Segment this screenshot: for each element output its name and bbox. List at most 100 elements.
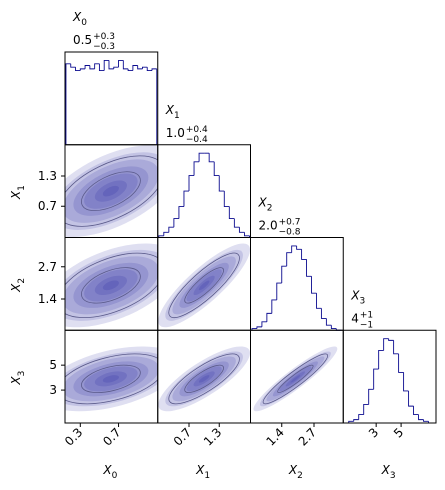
hist-step: [413, 406, 419, 416]
density-level: [279, 366, 312, 392]
hist-step: [373, 368, 379, 390]
contour-line: [184, 267, 224, 304]
hist-step: [325, 318, 332, 326]
hist-step: [311, 276, 317, 294]
hist-step: [223, 191, 230, 207]
hist-step: [244, 232, 250, 237]
panel-title-err-plus: +0.4: [186, 125, 208, 135]
axis-subscript: 0: [81, 18, 87, 28]
hist-step: [122, 60, 129, 70]
density-level: [165, 351, 243, 407]
panel-title-median: 2.0: [259, 219, 278, 233]
density-level: [84, 366, 138, 392]
axis-symbol: X: [165, 103, 175, 117]
hist-step: [146, 67, 153, 71]
panel-title-err-minus: −1: [360, 320, 373, 330]
hist-step: [423, 419, 429, 422]
axis-symbol: X: [258, 196, 268, 210]
hist-step: [98, 63, 105, 71]
hist-step: [228, 206, 235, 220]
hist-step: [94, 63, 100, 69]
density-level: [73, 166, 149, 216]
x-axis-label: X3: [381, 463, 396, 481]
density-level: [65, 351, 158, 407]
hist-step: [198, 152, 205, 162]
density-level: [102, 185, 119, 197]
axis-symbol: X: [9, 376, 23, 386]
density-level: [186, 269, 222, 302]
x-axis-label: X2: [288, 463, 303, 481]
density-panel: [253, 346, 338, 412]
x-tick-label: 1.4: [263, 425, 286, 448]
panel-title-symbol: X0: [72, 10, 87, 28]
axis-symbol: X: [9, 283, 23, 293]
x-tick-label: 0.7: [171, 425, 194, 448]
y-axis-label: X1: [9, 185, 27, 200]
axis-subscript: 3: [17, 371, 27, 377]
y-tick-label: 5: [49, 358, 57, 372]
y-tick-label: 3: [49, 383, 57, 397]
hist-step: [316, 293, 322, 309]
panel-title-err-plus: +1: [360, 310, 373, 320]
hist-step: [353, 419, 359, 422]
hist-step: [368, 388, 374, 405]
axis-symbol: X: [288, 463, 298, 477]
contour-line: [65, 353, 158, 405]
density-level: [266, 356, 325, 402]
axis-subscript: 2: [17, 278, 27, 284]
hist-step: [108, 60, 114, 70]
hist-step: [75, 67, 81, 71]
y-tick-label: 1.4: [38, 292, 57, 306]
hist-step: [418, 414, 424, 421]
contour-line: [184, 364, 224, 393]
y-tick-label: 2.7: [38, 260, 57, 274]
hist-step: [256, 326, 262, 329]
density-level: [158, 243, 250, 328]
density-panel: [158, 346, 250, 412]
hist-step: [398, 353, 404, 373]
hist-step: [151, 68, 157, 71]
x-tick-label: 1.3: [201, 425, 224, 448]
density-level: [290, 375, 301, 383]
hist-step: [320, 308, 327, 319]
hist-step: [261, 321, 267, 327]
hist-step: [158, 235, 164, 238]
density-level: [253, 346, 338, 412]
panel-title-symbol: X2: [258, 196, 273, 214]
contour-line: [277, 364, 314, 393]
axis-subscript: 2: [267, 204, 273, 214]
hist-step: [218, 175, 225, 192]
contour-line: [168, 252, 240, 319]
axis-symbol: X: [350, 288, 360, 302]
hist-step: [238, 227, 245, 233]
hist-step: [208, 153, 215, 163]
density-level: [172, 256, 236, 315]
x-tick-label: 2.7: [296, 425, 319, 448]
hist-step: [118, 59, 124, 68]
hist-step: [127, 68, 133, 71]
hist-step: [363, 404, 369, 415]
x-axis-label: X1: [195, 463, 210, 481]
hist-step: [183, 190, 190, 207]
hist-step: [89, 65, 95, 70]
density-level: [193, 371, 215, 387]
density-panel: [65, 243, 158, 328]
hist-step: [301, 249, 307, 260]
hist-step: [306, 259, 312, 277]
hist-step: [233, 218, 240, 228]
density-level: [172, 356, 236, 402]
hist-step: [330, 325, 337, 330]
panel-frame: [250, 237, 344, 331]
density-level: [65, 159, 158, 223]
panel-title-err-plus: +0.7: [279, 218, 301, 228]
hist-step: [383, 338, 389, 351]
density-level: [65, 145, 158, 237]
density-level: [179, 262, 229, 308]
panel-title-err-minus: −0.3: [93, 42, 115, 52]
panel-frame: [64, 51, 159, 146]
hist-step: [393, 340, 399, 355]
hist-step: [163, 231, 169, 236]
hist-step: [142, 66, 148, 69]
y-axis-label: X2: [9, 278, 27, 293]
density-level: [285, 371, 306, 387]
